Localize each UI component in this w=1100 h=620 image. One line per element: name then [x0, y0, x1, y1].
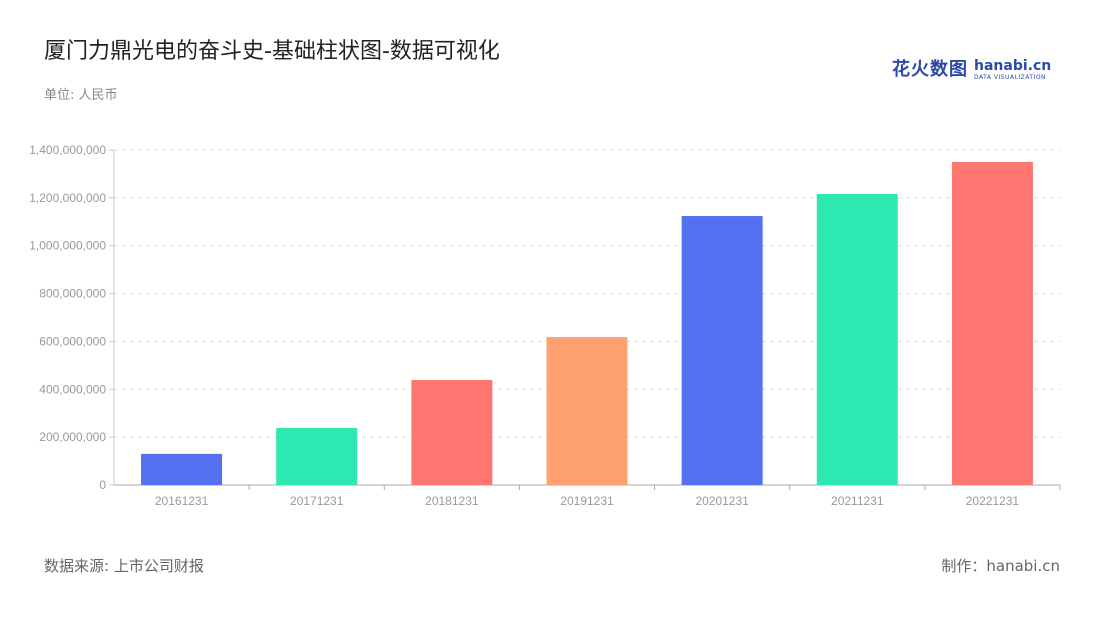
- y-tick-label: 0: [99, 478, 106, 492]
- y-tick-label: 200,000,000: [39, 430, 106, 444]
- bar-20221231: [951, 161, 1033, 485]
- bar-20161231: [141, 453, 223, 485]
- chart-title: 厦门力鼎光电的奋斗史-基础柱状图-数据可视化: [44, 39, 500, 64]
- x-tick-label: 20221231: [966, 494, 1020, 508]
- bar-20201231: [681, 216, 763, 485]
- y-tick-label: 800,000,000: [39, 287, 106, 301]
- y-tick-label: 400,000,000: [39, 382, 106, 396]
- x-tick-label: 20201231: [695, 494, 749, 508]
- y-tick-label: 1,400,000,000: [29, 143, 106, 157]
- y-tick-label: 1,200,000,000: [29, 191, 106, 205]
- data-source: 数据来源: 上市公司财报: [44, 557, 204, 575]
- logo: 花火数图 hanabi.cn DATA VISUALIZATION: [892, 58, 1051, 82]
- y-tick-label: 600,000,000: [39, 334, 106, 348]
- x-tick-label: 20161231: [155, 494, 209, 508]
- bar-chart: 0 200,000,000 400,000,000 600,000,000 800,00…: [29, 143, 1061, 508]
- logo-cn: 花火数图: [892, 59, 968, 80]
- bar-20191231: [546, 337, 628, 485]
- x-tick-label: 20181231: [425, 494, 479, 508]
- bar-20181231: [411, 379, 493, 485]
- maker-credit: 制作：hanabi.cn: [941, 557, 1060, 575]
- unit-label: 单位: 人民币: [44, 88, 118, 103]
- logo-en: hanabi.cn: [974, 58, 1052, 74]
- y-tick-label: 1,000,000,000: [29, 239, 106, 253]
- logo-sub: DATA VISUALIZATION: [974, 74, 1047, 81]
- x-tick-label: 20171231: [290, 494, 344, 508]
- bar-20171231: [276, 428, 358, 485]
- x-tick-label: 20211231: [831, 494, 884, 508]
- x-tick-label: 20191231: [560, 494, 614, 508]
- logo-en-group: hanabi.cn DATA VISUALIZATION: [974, 58, 1051, 82]
- bar-20211231: [816, 194, 898, 485]
